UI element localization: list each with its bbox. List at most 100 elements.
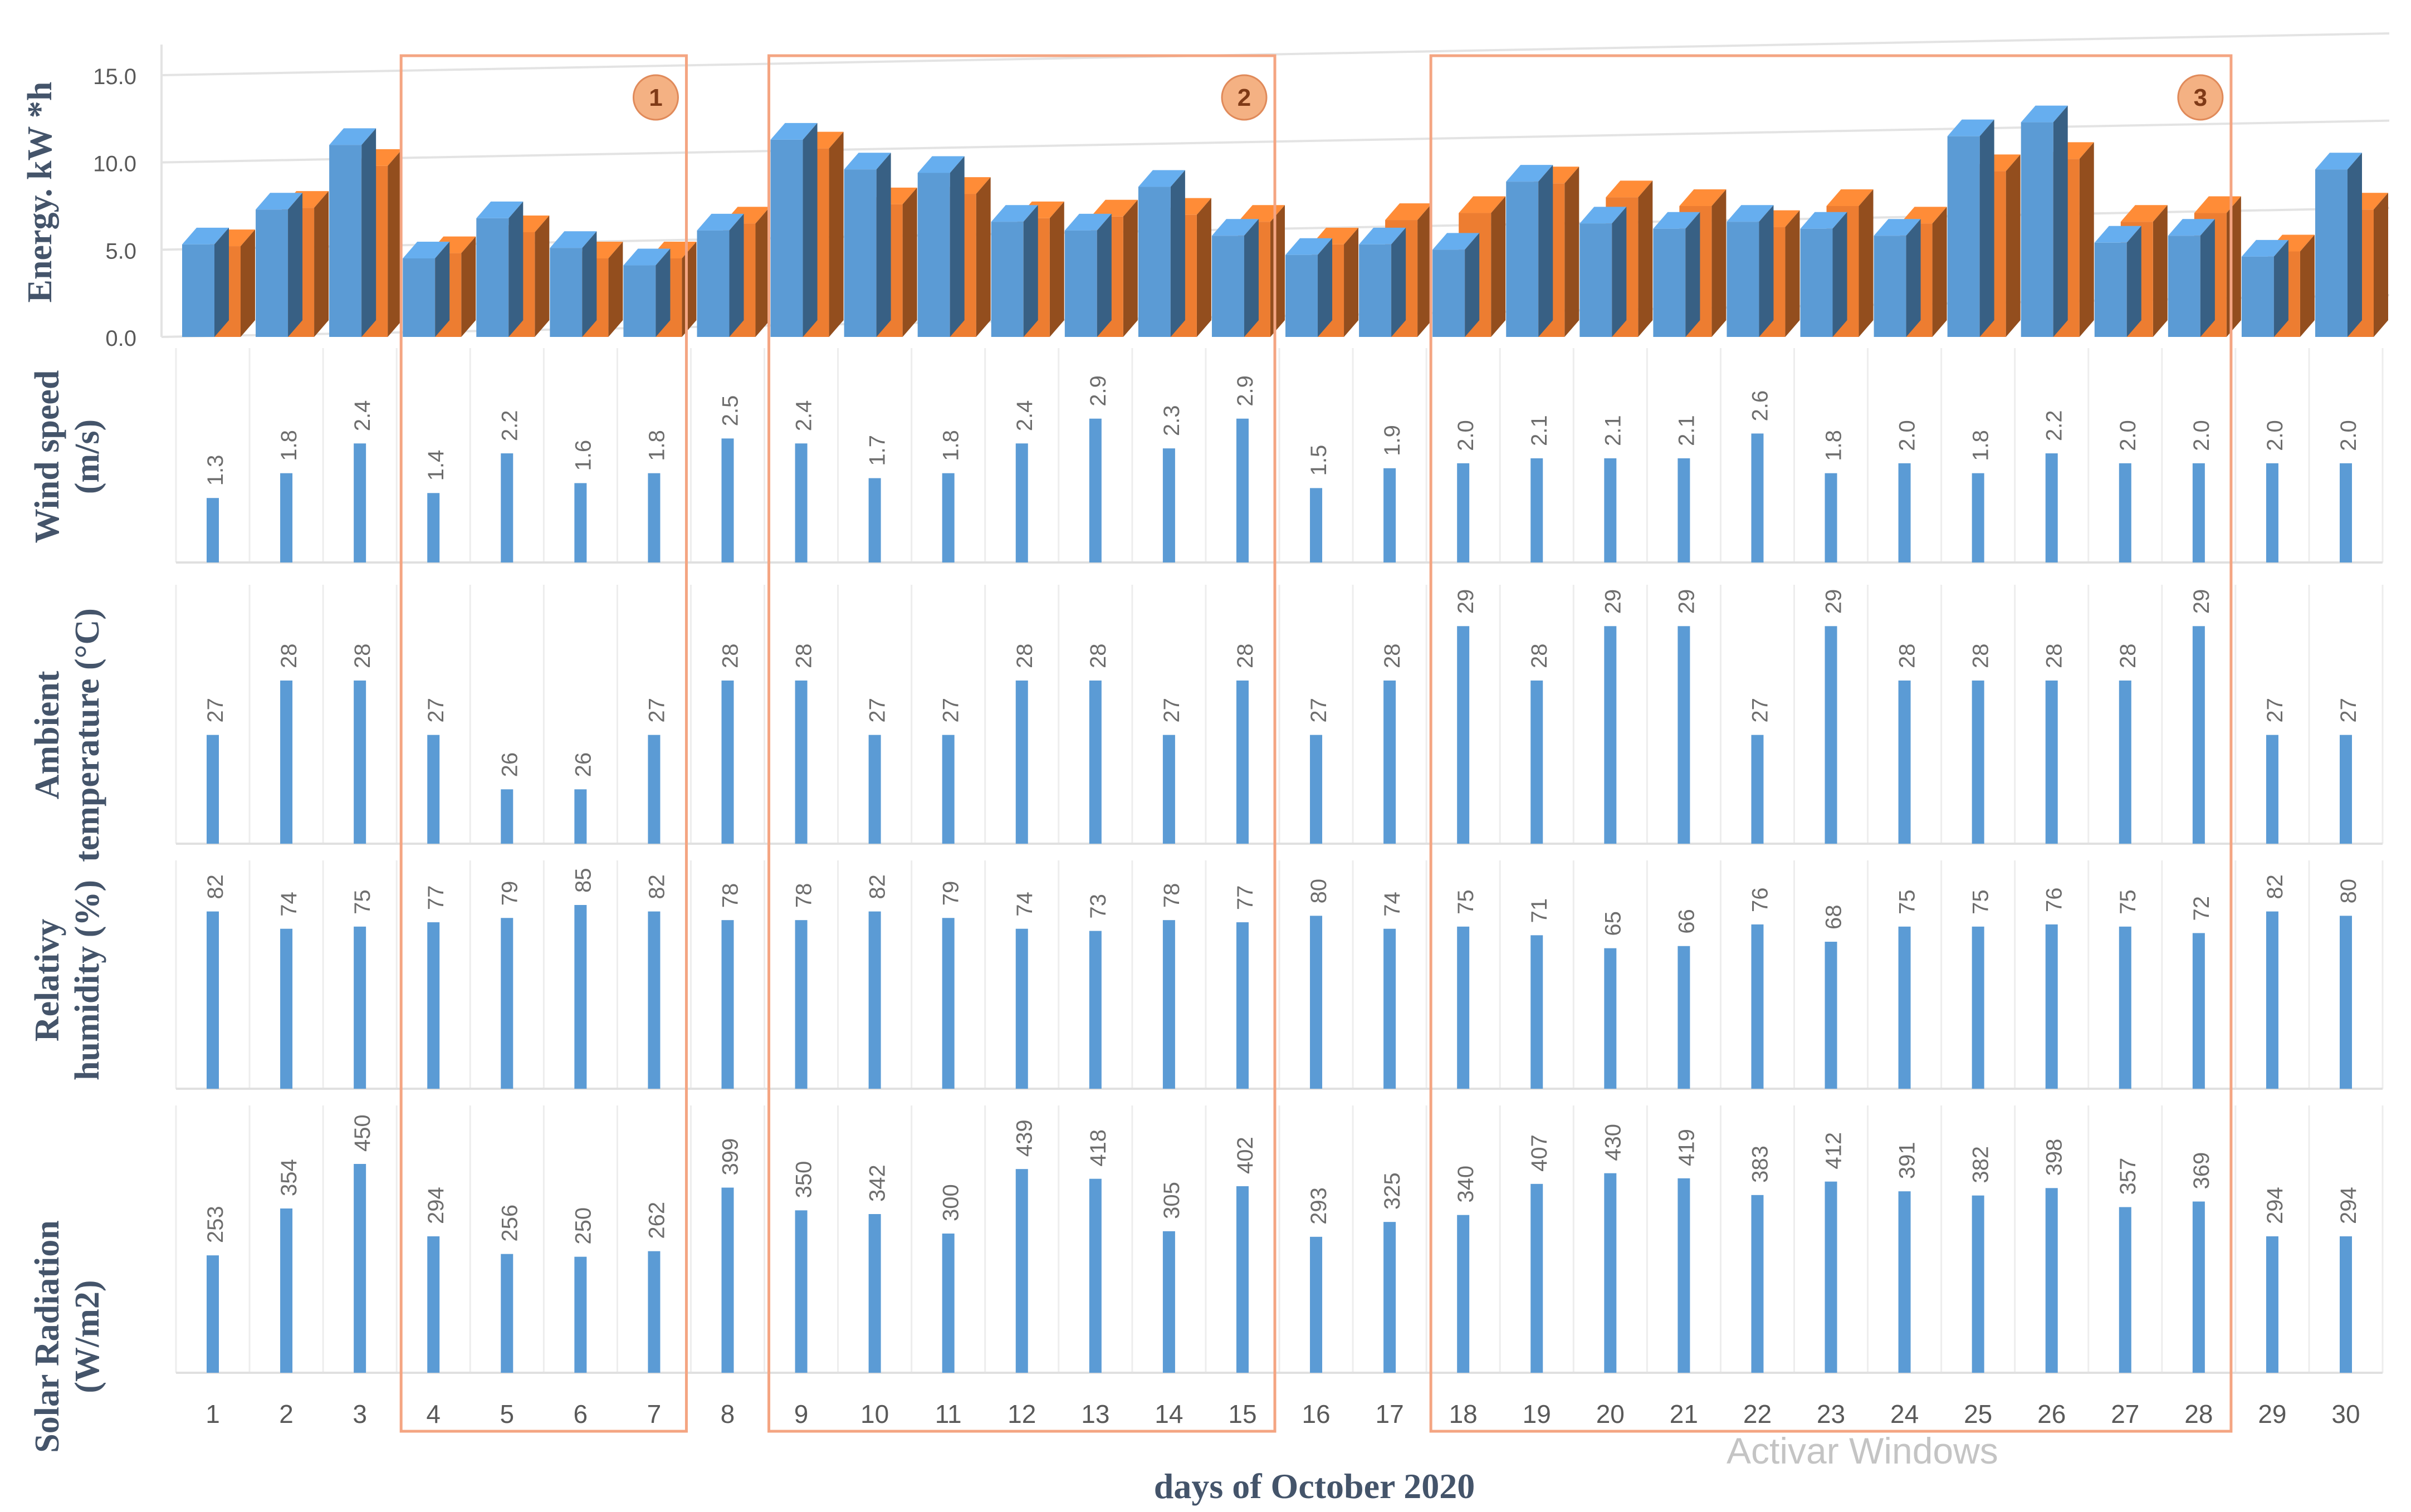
energy-bar-measured-front (1947, 136, 1980, 337)
energy-bar-measured-front (1359, 244, 1392, 337)
humidity-bar (207, 911, 219, 1089)
energy-bar-estimated-top (2194, 196, 2241, 213)
energy-bar-measured (1138, 170, 1185, 337)
temp-data-label: 29 (1454, 589, 1478, 614)
humidity-data-label: 75 (1969, 889, 1993, 914)
energy-bar-measured (256, 193, 303, 337)
wind-bar (2192, 463, 2205, 562)
x-tick-label: 7 (647, 1400, 662, 1428)
wind-bar (501, 453, 514, 562)
temp-data-label: 27 (2263, 698, 2287, 723)
solar-data-label: 300 (939, 1184, 964, 1221)
humidity-bar (427, 922, 440, 1089)
solar-data-label: 354 (277, 1159, 301, 1196)
panel-separators (175, 348, 2384, 1374)
energy-bar-measured (991, 205, 1038, 337)
energy-bar-measured-front (403, 258, 436, 337)
temp-bar (1530, 680, 1543, 844)
energy-bar-measured-side (1023, 205, 1038, 337)
energy-bar-measured-top (2315, 153, 2362, 170)
temp-bar (1015, 680, 1028, 844)
energy-bar-measured-top (1359, 227, 1406, 244)
energy-bar-estimated-top (2120, 205, 2168, 222)
energy-bar-measured-front (844, 169, 877, 337)
energy-bar-measured-top (182, 227, 229, 244)
x-tick-label: 4 (426, 1400, 441, 1428)
temp-data-label: 27 (2336, 698, 2361, 723)
wind-bar (2119, 463, 2131, 562)
energy-bar-measured-front (1653, 228, 1686, 337)
wind-data-label: 2.4 (792, 400, 816, 432)
temp-data-label: 28 (2116, 643, 2140, 668)
humidity-data-label: 72 (2189, 896, 2214, 921)
temp-bar (574, 789, 587, 844)
energy-bar-measured (1211, 219, 1259, 337)
energy-bar-estimated-side (1491, 196, 1506, 337)
energy-bar-measured-top (844, 153, 891, 170)
energy-bar-measured (1874, 219, 1921, 337)
x-tick-label: 23 (1817, 1400, 1845, 1428)
solar-data-label: 399 (718, 1138, 742, 1176)
solar-data-label: 407 (1527, 1134, 1552, 1172)
x-tick-label: 19 (1523, 1400, 1551, 1428)
solar-bar (2192, 1201, 2205, 1373)
humidity-data-label: 77 (1233, 885, 1258, 911)
energy-bar-measured-side (950, 156, 965, 337)
humidity-data-label: 79 (497, 881, 522, 906)
humidity-data-label: 78 (1160, 883, 1184, 908)
solar-data-label: 294 (424, 1187, 448, 1224)
energy-bar-measured-top (2021, 105, 2068, 123)
wind-data-label: 1.5 (1307, 445, 1331, 476)
solar-bar (1457, 1215, 1470, 1373)
solar-data-label: 342 (865, 1164, 890, 1202)
temp-bar (207, 735, 219, 844)
energy-bar-measured-top (770, 123, 818, 140)
x-axis-title: days of October 2020 (1154, 1466, 1475, 1506)
temp-data-label: 28 (1527, 643, 1552, 668)
wind-data-label: 2.4 (1013, 400, 1037, 432)
energy-bar-measured-top (550, 231, 597, 248)
energy-bar-measured (476, 201, 524, 337)
group-badge-label: 1 (649, 84, 662, 111)
energy-bar-measured-side (1759, 205, 1774, 337)
energy-bar-estimated-side (1859, 189, 1874, 337)
temp-data-label: 26 (497, 752, 522, 777)
energy-bar-measured-side (1979, 119, 1994, 337)
wind-bar (1162, 448, 1175, 562)
energy-bar-measured (2094, 226, 2141, 337)
energy-bar-measured-top (1432, 233, 1480, 250)
energy-y-tick: 5.0 (105, 239, 136, 263)
energy-bar-measured-side (803, 123, 818, 337)
energy-bar-measured-top (1138, 170, 1185, 187)
x-tick-label: 25 (1964, 1400, 1992, 1428)
humidity-data-label: 68 (1822, 905, 1846, 930)
energy-bar-estimated-side (608, 242, 623, 337)
energy-bar-measured-front (1727, 222, 1759, 337)
wind-data-label: 2.0 (2189, 420, 2214, 451)
solar-data-label: 430 (1601, 1124, 1625, 1161)
energy-bar-measured-front (1432, 249, 1465, 337)
x-tick-label: 15 (1228, 1400, 1256, 1428)
wind-bar (354, 443, 366, 562)
solar-bar (1383, 1222, 1396, 1373)
wind-data-label: 1.8 (277, 430, 301, 461)
solar-y-title-line: (W/m2) (69, 1280, 106, 1393)
wind-bar (1530, 458, 1543, 562)
energy-bar-measured-front (917, 173, 950, 337)
temp-bar (1310, 735, 1323, 844)
temp-data-label: 29 (1674, 589, 1699, 614)
energy-bar-estimated-side (1196, 198, 1211, 337)
temp-bar (1678, 626, 1690, 844)
humidity-data-label: 74 (277, 892, 301, 917)
temp-data-label: 27 (1307, 698, 1331, 723)
energy-bar-estimated-side (1932, 207, 1947, 337)
solar-data-label: 383 (1748, 1146, 1772, 1183)
energy-bar-measured-side (876, 153, 891, 337)
group-box-frame (767, 54, 1277, 1433)
energy-bar-estimated-side (1785, 210, 1800, 337)
temp-bar (1825, 626, 1837, 844)
temp-bar (1383, 680, 1396, 844)
wind-data-label: 1.7 (865, 435, 890, 466)
